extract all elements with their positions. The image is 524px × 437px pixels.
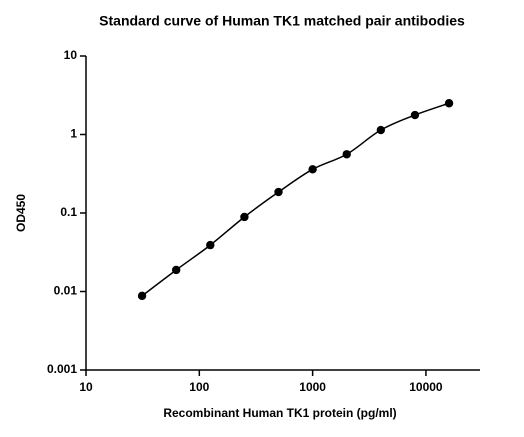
x-axis-label: Recombinant Human TK1 protein (pg/ml) <box>163 406 396 420</box>
data-point <box>206 240 215 250</box>
data-point <box>137 291 147 301</box>
y-tick-label: 0.01 <box>54 284 78 298</box>
data-point <box>171 265 181 275</box>
data-point <box>376 125 386 135</box>
x-tick-label: 10000 <box>409 380 443 394</box>
y-tick-label: 0.1 <box>60 205 77 219</box>
y-tick-label: 10 <box>64 48 78 62</box>
x-tick-label: 10 <box>79 380 93 394</box>
chart-title: Standard curve of Human TK1 matched pair… <box>99 13 465 29</box>
x-tick-label: 100 <box>189 380 209 394</box>
data-point <box>274 187 283 197</box>
data-point <box>240 212 249 222</box>
y-tick-label: 1 <box>70 127 77 141</box>
fit-curve <box>141 102 450 297</box>
data-point <box>444 99 454 108</box>
data-point <box>342 150 351 159</box>
y-tick-label: 0.001 <box>47 362 77 376</box>
x-tick-label: 1000 <box>299 380 326 394</box>
data-point <box>410 110 420 120</box>
data-point <box>308 165 317 174</box>
y-axis-label: OD450 <box>14 194 28 232</box>
